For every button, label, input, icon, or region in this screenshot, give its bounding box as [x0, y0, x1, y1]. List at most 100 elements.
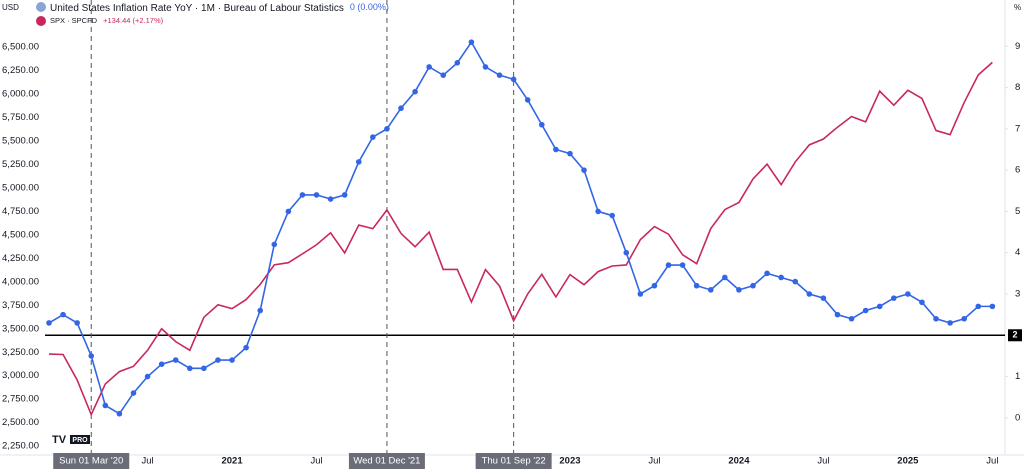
- series-point: [792, 278, 799, 285]
- series-point: [384, 126, 390, 132]
- series-point: [778, 274, 784, 281]
- series-point: [736, 287, 742, 293]
- series-point: [989, 303, 996, 310]
- y2-tick-label: 8: [1015, 82, 1020, 93]
- series-point: [102, 402, 109, 409]
- x-tick-label: 2023: [559, 456, 580, 467]
- series-point: [919, 299, 925, 306]
- series-point: [876, 303, 883, 310]
- series-point: [848, 315, 855, 322]
- series-point: [905, 291, 911, 297]
- legend-change: 0 (0.00%): [350, 2, 389, 12]
- y-tick-label: 3,000.00: [2, 370, 39, 381]
- legend-change: +134.44 (+2.17%): [103, 16, 164, 25]
- series-point: [440, 72, 447, 78]
- y-tick-label: 5,500.00: [2, 136, 39, 147]
- series-point: [722, 274, 728, 281]
- series-point: [524, 97, 531, 103]
- series-point: [482, 64, 489, 70]
- y-tick-label: 4,250.00: [2, 253, 39, 264]
- series-point: [665, 262, 672, 268]
- y2-tick-label: 7: [1015, 123, 1020, 134]
- series-point: [144, 373, 151, 380]
- series-point: [271, 241, 278, 248]
- y-tick-label: 6,250.00: [2, 65, 39, 76]
- series-point: [215, 357, 221, 363]
- series-point: [651, 282, 658, 289]
- y2-unit: %: [1014, 3, 1021, 12]
- y-tick-label: 4,000.00: [2, 276, 39, 287]
- series-point: [412, 88, 418, 95]
- y-tick-label: 3,750.00: [2, 300, 39, 311]
- crosshair-label-bg: [475, 453, 552, 469]
- logo-pro: PRO: [72, 437, 88, 444]
- series-point: [74, 320, 80, 326]
- series-point: [46, 320, 52, 326]
- series-point: [341, 192, 348, 198]
- legend-entry: SPX · SPCFD +134.44 (+2.17%): [50, 16, 164, 25]
- y2-tick-label: 1: [1015, 371, 1020, 382]
- series-point: [961, 315, 967, 322]
- x-tick-label: 2025: [897, 456, 919, 467]
- y2-tick-label: 3: [1015, 289, 1020, 300]
- series-point: [116, 410, 123, 417]
- series-point: [891, 295, 897, 301]
- series-point: [229, 357, 235, 363]
- series-point: [539, 121, 545, 128]
- series-point: [496, 72, 503, 78]
- x-tick-label: Jul: [310, 456, 322, 467]
- y-tick-label: 6,000.00: [2, 89, 39, 100]
- y2-tick-label: 0: [1015, 412, 1020, 423]
- y2-tick-label: 4: [1015, 247, 1020, 258]
- series-point: [637, 291, 644, 297]
- x-tick-label: Wed 01 Dec '21: [353, 456, 420, 467]
- y-tick-label: 5,000.00: [2, 183, 39, 194]
- series-point: [947, 320, 953, 326]
- series-point: [370, 134, 376, 140]
- series-point: [679, 262, 686, 268]
- series-point: [327, 196, 334, 202]
- series-point: [933, 315, 939, 322]
- crosshair-label-bg: [53, 453, 130, 469]
- series-point: [299, 192, 306, 198]
- x-tick-label: Jul: [817, 456, 829, 467]
- series-point: [187, 365, 193, 372]
- series-point: [313, 192, 320, 198]
- series-point: [975, 303, 982, 310]
- series-point: [426, 64, 432, 70]
- logo-mark: TV: [52, 434, 67, 446]
- series-point: [398, 105, 404, 112]
- series-point: [468, 39, 475, 45]
- series-point: [806, 291, 813, 297]
- y-unit: USD: [2, 3, 19, 12]
- series-point: [567, 150, 573, 157]
- y-tick-label: 4,750.00: [2, 206, 39, 217]
- x-tick-label: 2021: [221, 456, 243, 467]
- series-point: [355, 159, 362, 165]
- reference-label: 2: [1012, 330, 1017, 340]
- series-point: [510, 76, 517, 83]
- legend-name: United States Inflation Rate YoY · 1M · …: [50, 3, 344, 14]
- series-point: [172, 357, 179, 363]
- x-tick-label: Sun 01 Mar '20: [59, 456, 123, 467]
- y-tick-label: 6,500.00: [2, 42, 39, 53]
- spx-icon: [36, 16, 46, 26]
- series-point: [60, 311, 66, 318]
- y2-tick-label: 9: [1015, 41, 1020, 52]
- series-point: [201, 365, 207, 372]
- x-tick-label: Jul: [986, 456, 998, 467]
- series-point: [820, 295, 827, 301]
- y-tick-label: 3,500.00: [2, 323, 39, 334]
- series-point: [88, 353, 95, 359]
- crosshair-label-bg: [348, 453, 425, 469]
- series-point: [158, 361, 165, 367]
- y-tick-label: 2,250.00: [2, 441, 39, 452]
- series-point: [243, 344, 249, 351]
- series-point: [693, 282, 700, 289]
- series-point: [623, 249, 630, 256]
- series-point: [609, 212, 615, 219]
- series-line: [48, 40, 993, 415]
- legend-name: SPX · SPCFD: [50, 16, 98, 25]
